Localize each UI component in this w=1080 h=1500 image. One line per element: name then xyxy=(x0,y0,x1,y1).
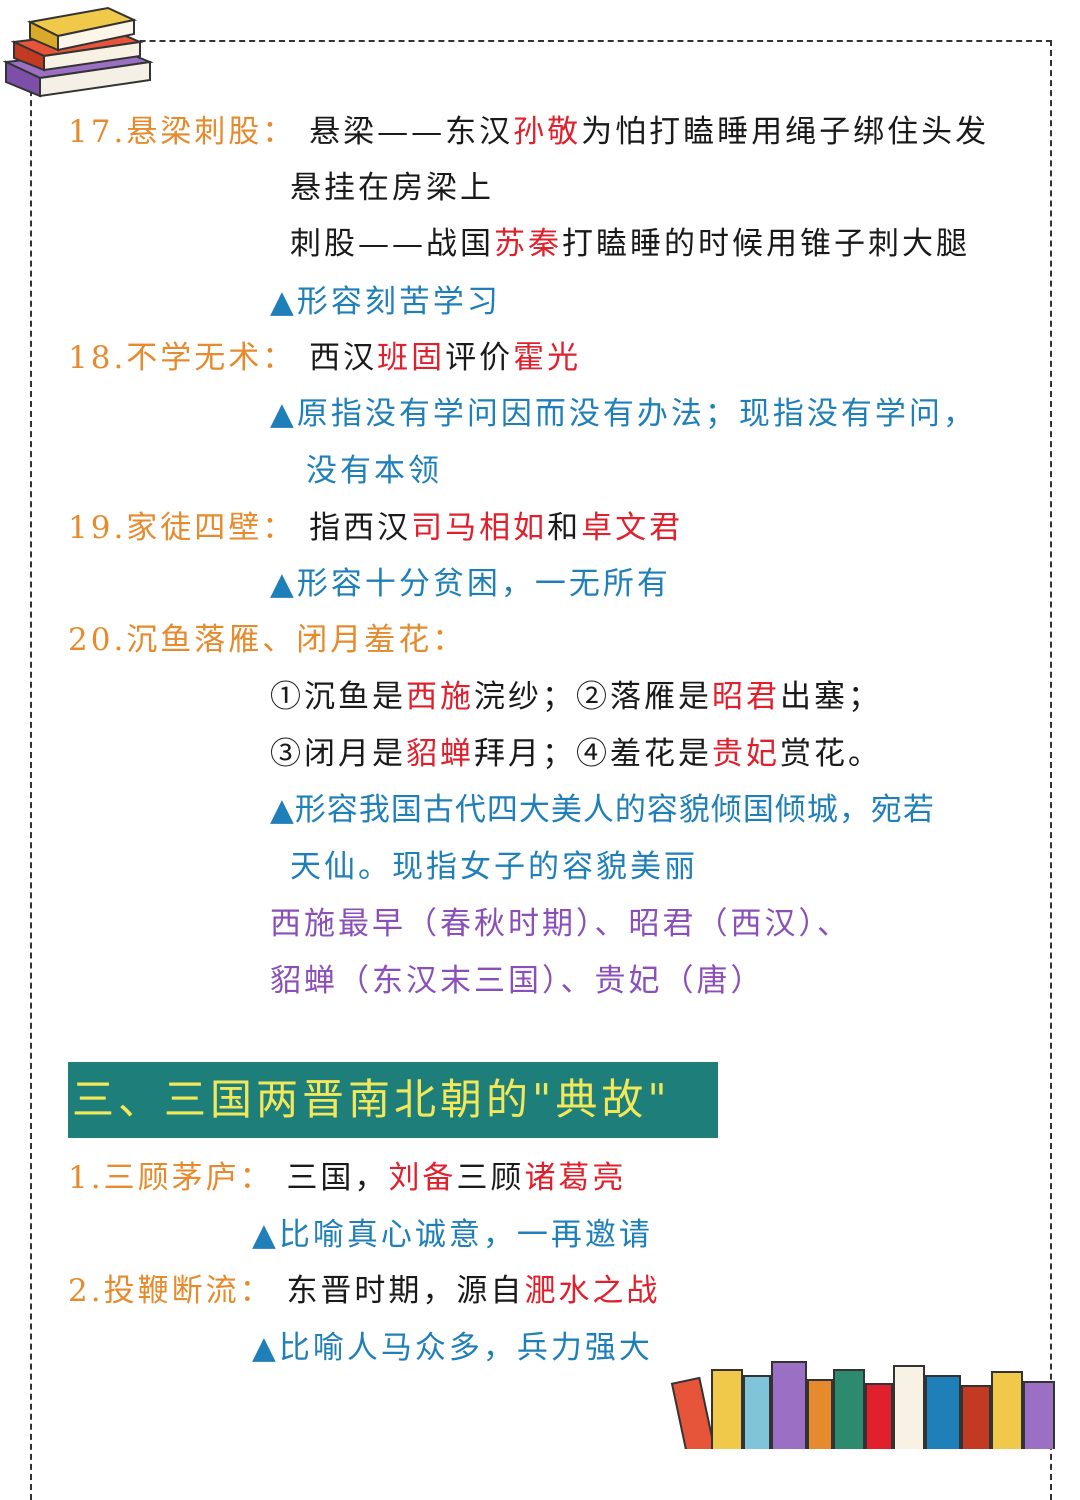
item-18-text: 评价 xyxy=(445,340,514,376)
person-name: 霍光 xyxy=(513,340,582,376)
dashed-border-frame xyxy=(30,40,1052,1500)
item-17-line-2: 悬挂在房梁上 xyxy=(290,170,494,206)
item-20-line-1: ①沉鱼是西施浣纱；②落雁是昭君出塞； xyxy=(270,677,882,717)
item-17-title: 17.悬梁刺股： xyxy=(68,114,297,150)
battle-name: 淝水之战 xyxy=(524,1273,661,1309)
stack-of-books-icon xyxy=(2,6,154,98)
item-20-meaning-2: 天仙。现指女子的容貌美丽 xyxy=(290,849,698,885)
item-20-note-2: 貂蝉（东汉末三国）、贵妃（唐） xyxy=(270,963,765,999)
person-name: 贵妃 xyxy=(712,736,780,772)
person-name: 刘备 xyxy=(388,1160,457,1196)
section-3-item-2-text: 东晋时期，源自 xyxy=(286,1273,525,1309)
section-3-item-1-title: 1.三顾茅庐： xyxy=(68,1160,274,1196)
item-20-text: 出塞； xyxy=(780,679,882,715)
item-18-line-1: 18.不学无术： 西汉班固评价霍光 xyxy=(68,338,581,378)
item-20-meaning-1: ▲形容我国古代四大美人的容貌倾国倾城，宛若 xyxy=(270,792,935,828)
person-name: 貂蝉 xyxy=(406,736,474,772)
person-name: 卓文君 xyxy=(581,510,684,546)
person-name: 司马相如 xyxy=(411,510,548,546)
item-20-line-2: ③闭月是貂蝉拜月；④羞花是贵妃赏花。 xyxy=(270,734,882,774)
item-20-note-1: 西施最早（春秋时期）、昭君（西汉）、 xyxy=(270,906,851,942)
item-20-title: 20.沉鱼落雁、闭月羞花： xyxy=(68,622,467,658)
item-18-text: 西汉 xyxy=(309,340,378,376)
item-18-meaning-2: 没有本领 xyxy=(306,453,442,489)
section-3-banner: 三、三国两晋南北朝的"典故" xyxy=(68,1062,718,1138)
item-18-title: 18.不学无术： xyxy=(68,340,297,376)
section-3-item-1-line-1: 1.三顾茅庐： 三国，刘备三顾诸葛亮 xyxy=(68,1158,626,1198)
item-18-meaning-1: ▲原指没有学问因而没有办法；现指没有学问， xyxy=(270,396,977,432)
item-19-line-1: 19.家徒四壁： 指西汉司马相如和卓文君 xyxy=(68,508,683,548)
books-on-shelf-icon xyxy=(670,1361,1055,1449)
section-3-item-1-text: 三国， xyxy=(286,1160,389,1196)
item-17-line-1: 17.悬梁刺股： 悬梁——东汉孙敬为怕打瞌睡用绳子绑住头发 xyxy=(68,112,989,152)
item-17-text: 为怕打瞌睡用绳子绑住头发 xyxy=(581,114,990,150)
item-19-title: 19.家徒四壁： xyxy=(68,510,297,546)
person-name: 孙敬 xyxy=(513,114,582,150)
section-3-item-2-meaning: ▲比喻人马众多，兵力强大 xyxy=(252,1330,653,1366)
person-name: 西施 xyxy=(406,679,474,715)
item-20-text: 浣纱；②落雁是 xyxy=(474,679,712,715)
item-20-text: ③闭月是 xyxy=(270,736,406,772)
item-17-meaning: ▲形容刻苦学习 xyxy=(270,284,501,320)
item-19-text: 和 xyxy=(547,510,582,546)
item-19-meaning: ▲形容十分贫困，一无所有 xyxy=(270,566,671,602)
section-3-item-1-meaning: ▲比喻真心诚意，一再邀请 xyxy=(252,1217,653,1253)
section-3-item-2-line-1: 2.投鞭断流： 东晋时期，源自淝水之战 xyxy=(68,1271,660,1311)
item-20-text: 拜月；④羞花是 xyxy=(474,736,712,772)
person-name: 班固 xyxy=(377,340,446,376)
item-19-text: 指西汉 xyxy=(309,510,412,546)
section-3-heading: 三、三国两晋南北朝的"典故" xyxy=(72,1075,671,1124)
item-17-text: 打瞌睡的时候用锥子刺大腿 xyxy=(562,226,970,262)
person-name: 昭君 xyxy=(712,679,780,715)
item-20-text: 赏花。 xyxy=(780,736,882,772)
item-17-line-3: 刺股——战国苏秦打瞌睡的时候用锥子刺大腿 xyxy=(290,224,970,264)
item-17-text: 悬梁——东汉 xyxy=(309,114,514,150)
person-name: 诸葛亮 xyxy=(524,1160,627,1196)
person-name: 苏秦 xyxy=(494,226,562,262)
item-17-text: 刺股——战国 xyxy=(290,226,494,262)
section-3-item-2-title: 2.投鞭断流： xyxy=(68,1273,274,1309)
section-3-item-1-text: 三顾 xyxy=(456,1160,525,1196)
item-20-text: ①沉鱼是 xyxy=(270,679,406,715)
